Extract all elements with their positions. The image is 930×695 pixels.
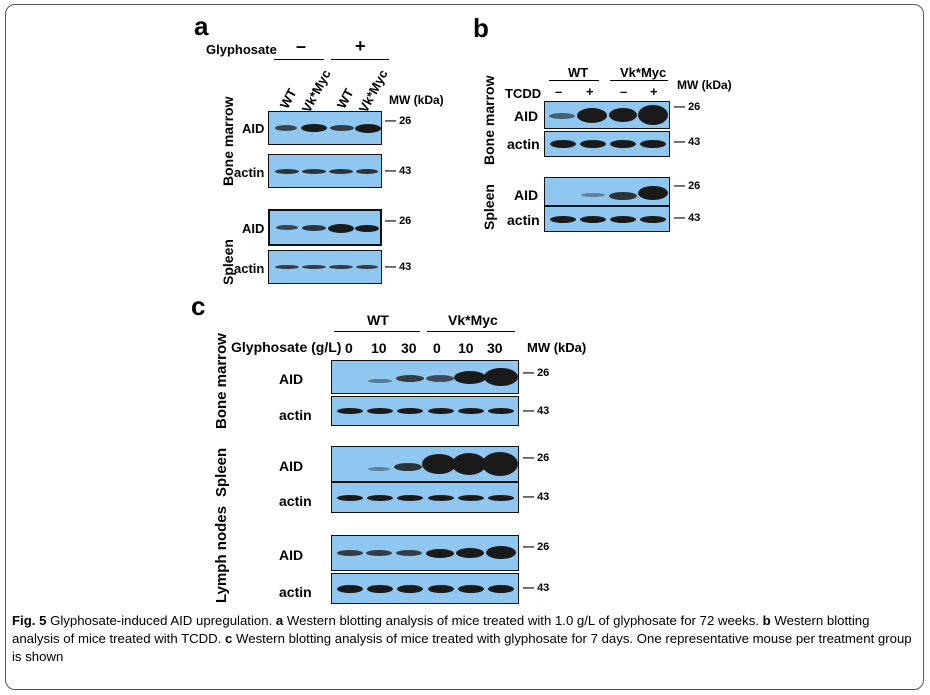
blot-c-ln-aid [331, 535, 519, 571]
caption-title: Glyphosate-induced AID upregulation. [46, 613, 276, 628]
mw-marker: — 43 [674, 136, 701, 148]
panel-b-letter: b [473, 13, 489, 43]
panel-b-sign: – [620, 84, 628, 99]
blot-row-label: actin [507, 136, 540, 152]
blot-row-label: actin [279, 407, 312, 423]
blot-row-label: AID [242, 221, 265, 236]
panel-c-group-line [427, 331, 515, 332]
panel-b-sign: – [555, 84, 563, 99]
panel-c-dose: 30 [401, 340, 417, 356]
panel-b-tissue-label: Bone marrow [481, 75, 497, 165]
panel-c-dose-label: Glyphosate (g/L) [231, 339, 342, 355]
blot-a-bm-aid [268, 111, 382, 145]
blot-c-bm-actin [331, 396, 519, 426]
blot-c-spleen-actin [331, 482, 519, 513]
caption-panel-c: c [225, 631, 233, 646]
figure-caption: Fig. 5 Glyphosate-induced AID upregulati… [12, 612, 912, 666]
mw-marker: — 26 [523, 452, 550, 464]
blot-row-label: AID [279, 458, 304, 474]
blot-a-spleen-actin [268, 250, 382, 284]
panel-c-mw-label: MW (kDa) [527, 340, 587, 355]
panel-c-group-label: Vk*Myc [448, 312, 498, 328]
mw-marker: — 26 [674, 101, 701, 113]
panel-c-tissue-label: Bone marrow [213, 333, 230, 429]
blot-row-label: actin [279, 493, 312, 509]
panel-b-group-label: WT [568, 65, 589, 80]
panel-c-dose: 30 [487, 340, 503, 356]
blot-row-label: AID [242, 121, 265, 136]
mw-marker: — 43 [674, 212, 701, 224]
panel-a-letter: a [194, 11, 209, 41]
caption-text-b: Western blotting analysis of mice treate… [12, 613, 870, 646]
mw-marker: — 26 [385, 115, 412, 127]
blot-row-label: actin [279, 584, 312, 600]
panel-b-tissue-label: Spleen [481, 184, 497, 230]
mw-marker: — 43 [523, 582, 550, 594]
panel-c-dose: 0 [433, 340, 441, 356]
panel-a-minus: – [296, 36, 307, 56]
mw-marker: — 43 [385, 165, 412, 177]
panel-b-group-line [549, 80, 599, 81]
panel-b-mw-label: MW (kDa) [677, 78, 732, 92]
panel-a-mw-label: MW (kDa) [389, 93, 444, 107]
panel-a-treatment-label: Glyphosate [206, 42, 277, 57]
mw-marker: — 26 [523, 367, 550, 379]
caption-text-a: Western blotting analysis of mice treate… [283, 613, 763, 628]
panel-c-dose: 10 [371, 340, 387, 356]
caption-text-c: Western blotting analysis of mice treate… [12, 631, 912, 664]
panel-c-dose: 10 [458, 340, 474, 356]
panel-b-treatment-label: TCDD [505, 86, 542, 101]
panel-a-minus-line [274, 59, 324, 60]
blot-row-label: actin [234, 165, 265, 180]
blot-a-spleen-aid [268, 209, 382, 246]
panel-b-sign: + [650, 84, 658, 99]
blot-b-bm-aid [544, 101, 670, 129]
panel-b-group-label: Vk*Myc [620, 65, 667, 80]
caption-panel-b: b [762, 613, 771, 628]
panel-c-dose: 0 [345, 340, 353, 356]
mw-marker: — 26 [523, 541, 550, 553]
panel-a-plus-line [331, 59, 389, 60]
blot-row-label: AID [514, 108, 539, 124]
blot-row-label: actin [507, 212, 540, 228]
panel-c-tissue-label: Lymph nodes [213, 506, 230, 603]
blot-b-bm-actin [544, 131, 670, 157]
blot-row-label: actin [234, 261, 265, 276]
panel-b-sign: + [586, 84, 594, 99]
panel-b-group-line [610, 80, 668, 81]
mw-marker: — 26 [385, 215, 412, 227]
mw-marker: — 43 [523, 405, 550, 417]
blot-row-label: AID [514, 187, 539, 203]
mw-marker: — 26 [674, 180, 701, 192]
blot-c-ln-actin [331, 573, 519, 604]
blot-row-label: AID [279, 547, 304, 563]
caption-fig-label: Fig. 5 [12, 613, 47, 628]
blot-row-label: AID [279, 371, 304, 387]
blot-c-bm-aid [331, 360, 519, 394]
panel-c-group-label: WT [367, 312, 389, 328]
blot-b-spleen-aid [544, 177, 670, 206]
blot-b-spleen-actin [544, 206, 670, 232]
panel-c-letter: c [191, 291, 206, 321]
panel-c-group-line [334, 331, 420, 332]
blot-a-bm-actin [268, 154, 382, 188]
blot-c-spleen-aid [331, 446, 519, 482]
caption-panel-a: a [275, 613, 284, 628]
mw-marker: — 43 [523, 491, 550, 503]
panel-a-plus: + [355, 36, 366, 56]
panel-c-tissue-label: Spleen [213, 447, 230, 497]
mw-marker: — 43 [385, 261, 412, 273]
figure-frame [5, 4, 924, 690]
